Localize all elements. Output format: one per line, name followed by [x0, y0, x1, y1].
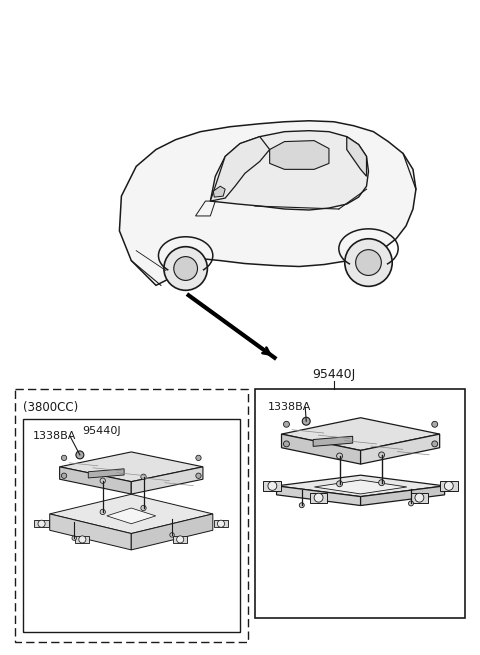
Polygon shape	[75, 536, 89, 543]
Circle shape	[284, 441, 289, 447]
Polygon shape	[281, 418, 440, 451]
Circle shape	[76, 451, 84, 459]
Text: 1338BA: 1338BA	[268, 402, 311, 412]
Polygon shape	[314, 480, 407, 494]
Circle shape	[141, 474, 146, 479]
Circle shape	[100, 478, 106, 483]
Polygon shape	[88, 469, 124, 478]
Polygon shape	[50, 495, 213, 534]
Polygon shape	[270, 141, 329, 170]
Circle shape	[61, 473, 67, 478]
Polygon shape	[131, 514, 213, 550]
Circle shape	[408, 501, 413, 506]
Circle shape	[444, 481, 453, 491]
Circle shape	[379, 452, 384, 458]
Circle shape	[379, 479, 384, 485]
Circle shape	[170, 533, 174, 537]
Polygon shape	[60, 467, 131, 494]
Circle shape	[302, 417, 310, 425]
Circle shape	[284, 421, 289, 427]
Polygon shape	[360, 434, 440, 464]
Polygon shape	[210, 137, 270, 201]
Circle shape	[196, 455, 201, 460]
Polygon shape	[214, 520, 228, 527]
Polygon shape	[310, 493, 327, 502]
Polygon shape	[264, 481, 281, 491]
Circle shape	[356, 250, 381, 276]
Polygon shape	[360, 486, 444, 506]
Circle shape	[300, 503, 304, 508]
Text: (3800CC): (3800CC)	[23, 401, 78, 414]
Circle shape	[177, 536, 184, 543]
Circle shape	[268, 481, 277, 491]
Polygon shape	[347, 137, 367, 176]
Circle shape	[79, 536, 86, 543]
Polygon shape	[120, 121, 416, 286]
Text: 95440J: 95440J	[82, 426, 121, 436]
Polygon shape	[173, 536, 187, 543]
Polygon shape	[276, 486, 360, 506]
Polygon shape	[440, 481, 458, 491]
Polygon shape	[210, 131, 369, 210]
Polygon shape	[281, 434, 360, 464]
Circle shape	[432, 441, 438, 447]
Polygon shape	[60, 452, 203, 481]
Circle shape	[174, 257, 197, 280]
Circle shape	[141, 506, 146, 511]
Circle shape	[314, 493, 323, 502]
Circle shape	[217, 520, 225, 527]
Circle shape	[345, 239, 392, 286]
Polygon shape	[213, 186, 225, 197]
Polygon shape	[313, 436, 353, 446]
Polygon shape	[410, 493, 428, 502]
Circle shape	[432, 421, 438, 427]
Circle shape	[38, 520, 45, 527]
Circle shape	[61, 455, 67, 460]
Circle shape	[336, 481, 343, 487]
Polygon shape	[131, 467, 203, 494]
Polygon shape	[276, 475, 444, 496]
Circle shape	[415, 493, 424, 502]
Text: 95440J: 95440J	[312, 368, 356, 381]
Circle shape	[196, 473, 201, 478]
Circle shape	[100, 510, 106, 515]
Text: 1338BA: 1338BA	[33, 431, 76, 441]
Circle shape	[164, 247, 207, 290]
Polygon shape	[35, 520, 48, 527]
Circle shape	[72, 536, 76, 540]
Polygon shape	[107, 508, 156, 524]
Circle shape	[336, 453, 343, 459]
Polygon shape	[50, 514, 131, 550]
